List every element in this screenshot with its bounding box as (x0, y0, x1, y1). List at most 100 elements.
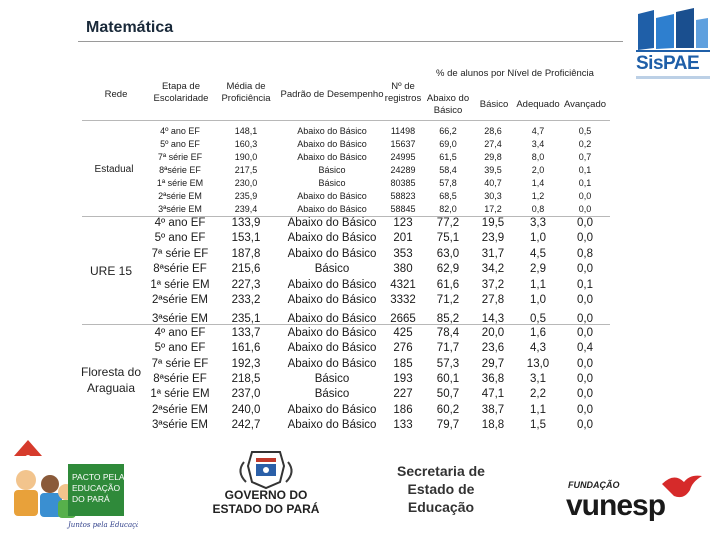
header-basico: Básico (479, 99, 509, 110)
cell-etapa: 7ª série EF (151, 357, 209, 370)
cell-padrao: Básico (314, 263, 350, 276)
governo-para-text: GOVERNO DO ESTADO DO PARÁ (200, 488, 332, 516)
cell-basico: 36,8 (481, 372, 505, 385)
secretaria-line-1: Secretaria de (397, 463, 485, 479)
vunesp-wordmark: vunesp (566, 489, 666, 522)
cell-padrao: Abaixo do Básico (287, 327, 377, 339)
table-row: 5º ano EF 161,6 Abaixo do Básico 276 71,7 23,… (0, 341, 720, 355)
cell-media: 237,0 (231, 388, 261, 401)
cell-basico: 31,7 (481, 247, 505, 260)
cell-media: 235,9 (234, 191, 258, 201)
cell-etapa: 4º ano EF (160, 126, 200, 136)
cell-etapa: 3ªsérie EM (151, 313, 209, 326)
cell-abaixo: 63,0 (436, 247, 460, 260)
header-adequado: Adequado (516, 99, 560, 110)
cell-etapa: 5º ano EF (154, 342, 206, 355)
cell-registros: 24289 (390, 165, 416, 175)
cell-adequado: 1,5 (530, 418, 546, 431)
cell-avancado: 0,0 (577, 232, 593, 245)
cell-avancado: 0,0 (578, 191, 592, 201)
cell-avancado: 0,0 (577, 294, 593, 306)
secretaria-line-2: Estado de (407, 481, 475, 497)
cell-abaixo: 68,5 (439, 191, 457, 201)
cell-registros: 123 (393, 217, 413, 229)
cell-registros: 2665 (390, 313, 416, 326)
secretaria-line-3: Educação (407, 499, 475, 515)
cell-padrao: Abaixo do Básico (297, 191, 367, 201)
cell-basico: 23,9 (481, 232, 505, 245)
cell-padrao: Abaixo do Básico (287, 217, 377, 229)
cell-abaixo: 62,9 (436, 263, 460, 276)
cell-abaixo: 58,4 (439, 165, 457, 175)
cell-basico: 19,5 (481, 217, 505, 229)
cell-registros: 4321 (390, 278, 416, 291)
cell-basico: 29,8 (484, 152, 502, 162)
cell-basico: 30,3 (484, 191, 502, 201)
cell-avancado: 0,0 (577, 403, 593, 416)
table-row: 1ª série EM 230,0 Básico 80385 57,8 40,7 1,4 0,… (0, 177, 720, 189)
cell-registros: 58845 (390, 204, 416, 214)
pacto-logo-line-1: PACTO PELA (72, 472, 125, 482)
cell-etapa: 4º ano EF (154, 217, 206, 229)
cell-padrao: Básico (314, 372, 350, 385)
cell-abaixo: 61,6 (436, 278, 460, 291)
cell-etapa: 5º ano EF (160, 139, 200, 149)
cell-basico: 28,6 (484, 126, 502, 136)
pacto-logo-line-2: EDUCAÇÃO (72, 483, 121, 493)
governo-line-2: ESTADO DO PARÁ (212, 502, 320, 516)
cell-padrao: Abaixo do Básico (287, 403, 377, 416)
cell-padrao: Abaixo do Básico (287, 232, 377, 245)
cell-padrao: Abaixo do Básico (297, 204, 367, 214)
table-row: 3ªsérie EM 242,7 Abaixo do Básico 133 79,7 18… (0, 418, 720, 431)
header-rede: Rede (104, 89, 128, 100)
cell-avancado: 0,4 (577, 342, 593, 355)
cell-etapa: 8ªsérie EF (159, 165, 201, 175)
cell-registros: 24995 (390, 152, 416, 162)
cell-adequado: 3,4 (531, 139, 545, 149)
cell-abaixo: 85,2 (436, 313, 460, 326)
cell-registros: 133 (393, 418, 413, 431)
cell-media: 192,3 (231, 357, 261, 370)
cell-avancado: 0,0 (577, 372, 593, 385)
cell-abaixo: 50,7 (436, 388, 460, 401)
cell-registros: 3332 (390, 294, 416, 306)
cell-media: 133,7 (231, 327, 261, 339)
cell-basico: 18,8 (481, 418, 505, 431)
cell-etapa: 1ª série EM (150, 278, 210, 291)
cell-padrao: Abaixo do Básico (287, 247, 377, 260)
table-row: 4º ano EF 133,9 Abaixo do Básico 123 77,2 19,… (0, 216, 720, 229)
group-label-estadual: Estadual (94, 164, 134, 175)
cell-basico: 40,7 (484, 178, 502, 188)
cell-etapa: 4º ano EF (154, 327, 206, 339)
cell-registros: 185 (393, 357, 413, 370)
cell-abaixo: 78,4 (436, 327, 460, 339)
cell-avancado: 0,0 (577, 357, 593, 370)
cell-padrao: Abaixo do Básico (287, 342, 377, 355)
group-label-ure15: URE 15 (89, 264, 133, 278)
group-separator-1 (82, 216, 610, 217)
cell-padrao: Abaixo do Básico (297, 139, 367, 149)
cell-abaixo: 75,1 (436, 232, 460, 245)
cell-etapa: 8ªsérie EF (153, 263, 207, 276)
cell-etapa: 2ªsérie EM (151, 403, 209, 416)
cell-etapa: 1ª série EM (156, 178, 204, 188)
pacto-educacao-logo: PACTO PELA EDUCAÇÃO DO PARÁ Juntos pela … (14, 440, 138, 529)
cell-etapa: 2ªsérie EM (158, 191, 202, 201)
cell-abaixo: 79,7 (436, 418, 460, 431)
cell-abaixo: 71,2 (436, 294, 460, 306)
sispae-subline (636, 76, 710, 79)
cell-basico: 37,2 (481, 278, 505, 291)
table-row: 5º ano EF 153,1 Abaixo do Básico 201 75,1 23,… (0, 231, 720, 245)
cell-adequado: 1,1 (530, 278, 546, 291)
cell-abaixo: 60,2 (436, 403, 460, 416)
header-separator (82, 120, 610, 121)
cell-abaixo: 57,8 (439, 178, 457, 188)
cell-registros: 380 (393, 263, 413, 276)
cell-media: 187,8 (231, 247, 261, 260)
cell-avancado: 0,0 (577, 217, 593, 229)
table-row: 2ªsérie EM 233,2 Abaixo do Básico 3332 71,2 2… (0, 293, 720, 306)
cell-media: 217,5 (234, 165, 258, 175)
cell-basico: 38,7 (481, 403, 505, 416)
cell-media: 190,0 (234, 152, 258, 162)
cell-basico: 17,2 (484, 204, 502, 214)
